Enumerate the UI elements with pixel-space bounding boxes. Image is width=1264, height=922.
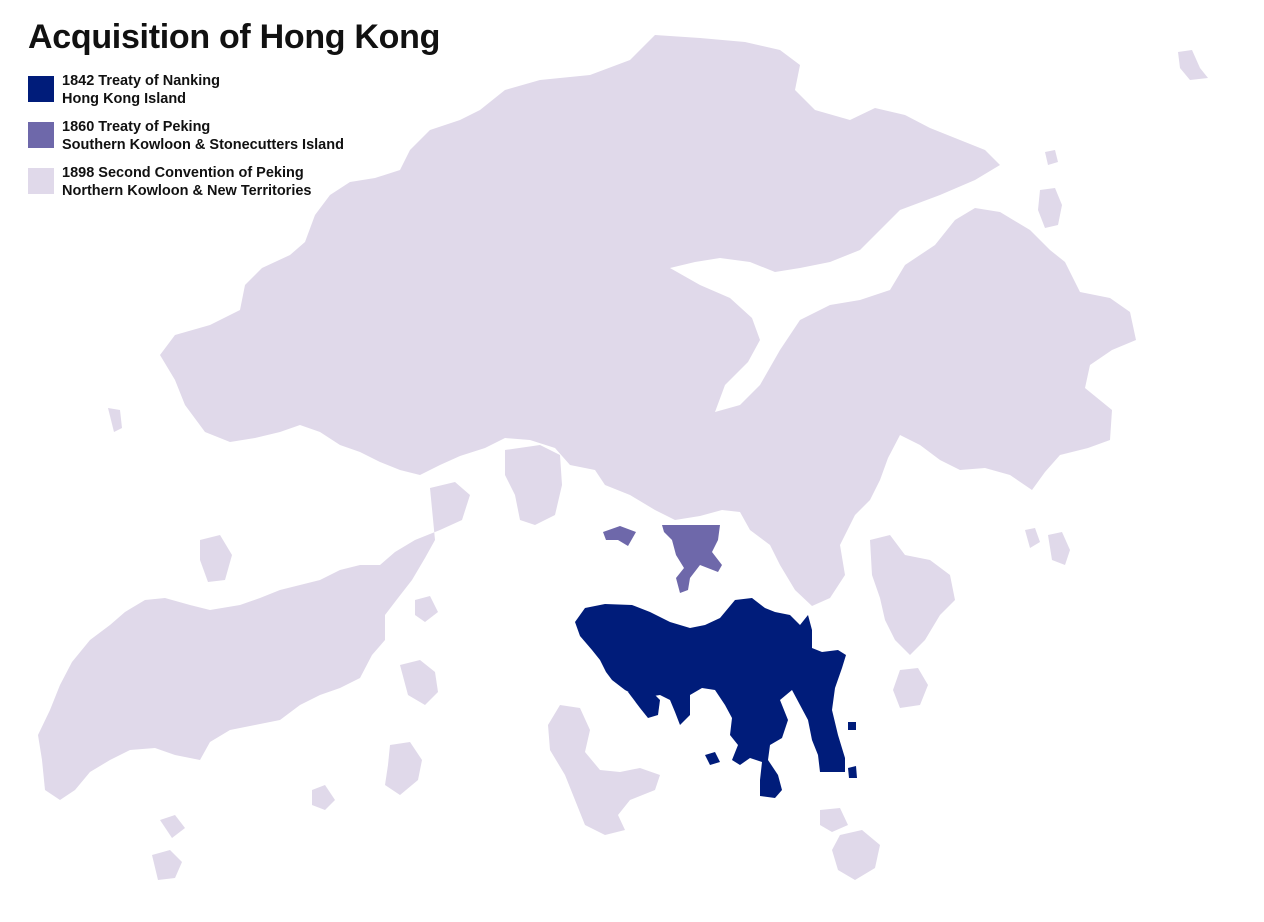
map-title: Acquisition of Hong Kong (28, 18, 441, 56)
clear-water-bay-peninsula (870, 535, 955, 655)
legend-label-1898-treaty: 1898 Second Convention of Peking (62, 165, 304, 181)
small-island-f (1045, 150, 1058, 165)
legend-swatch-1898 (28, 168, 54, 194)
ap-lei-chau-island (628, 688, 660, 718)
legend: 1842 Treaty of Nanking Hong Kong Island … (28, 72, 344, 210)
small-island-b (160, 815, 185, 838)
legend-swatch-1860 (28, 122, 54, 148)
legend-item-1842: 1842 Treaty of Nanking Hong Kong Island (28, 72, 344, 108)
small-island-c (312, 785, 335, 810)
new-territories-mainland (160, 35, 1136, 606)
legend-label-1860-territory: Southern Kowloon & Stonecutters Island (62, 137, 344, 153)
hk-islet-b (848, 722, 856, 730)
hk-islet-c (848, 766, 857, 778)
hong-kong-island (575, 598, 846, 798)
legend-item-1860: 1860 Treaty of Peking Southern Kowloon &… (28, 118, 344, 154)
small-island-g (1048, 532, 1070, 565)
lamma-island (548, 705, 660, 835)
small-island-d (1178, 50, 1208, 80)
small-island-a (152, 850, 182, 880)
cheung-chau-island (385, 742, 422, 795)
small-island-h (1025, 528, 1040, 548)
southern-kowloon (662, 525, 722, 593)
legend-label-1842-territory: Hong Kong Island (62, 91, 187, 107)
tsing-yi-island (505, 445, 562, 525)
po-toi-island (832, 830, 880, 880)
small-island-k (415, 596, 438, 622)
legend-label-1842-treaty: 1842 Treaty of Nanking (62, 73, 220, 89)
lantau-island (38, 482, 470, 800)
small-island-j (820, 808, 848, 832)
tung-lung-island (893, 668, 928, 708)
peng-chau-island (400, 660, 438, 705)
small-island-e (1038, 188, 1062, 228)
small-island-i (108, 408, 122, 432)
legend-swatch-1842 (28, 76, 54, 102)
legend-label-1898-territory: Northern Kowloon & New Territories (62, 183, 312, 199)
legend-label-1860-treaty: 1860 Treaty of Peking (62, 119, 211, 135)
small-island-l (200, 535, 232, 582)
hk-islet-a (705, 752, 720, 765)
stonecutters-island (603, 526, 636, 546)
legend-item-1898: 1898 Second Convention of Peking Norther… (28, 164, 344, 200)
